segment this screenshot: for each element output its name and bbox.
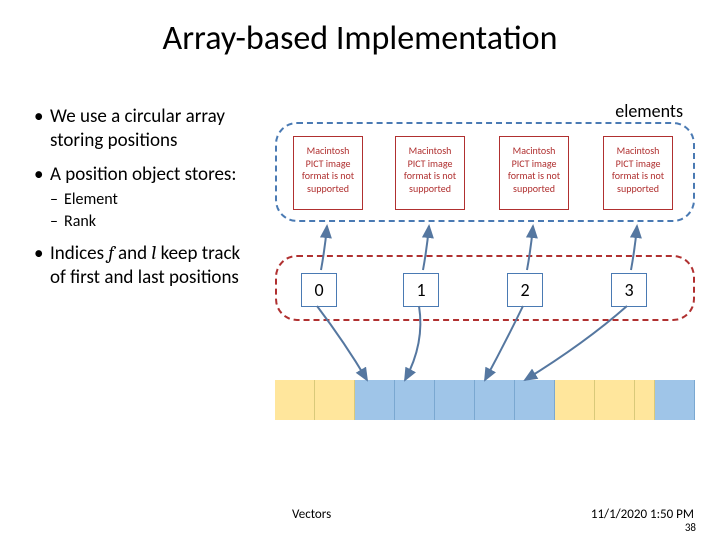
bullet-list: We use a circular array storing position… [34,105,259,300]
element-box: Macintosh PICT image format is not suppo… [603,136,673,210]
slide-title: Array-based Implementation [0,18,720,59]
position-box: 2 [507,273,543,307]
sub-item: Rank [50,212,259,232]
page-number: 38 [685,521,696,534]
bullet-item: Indices f and l keep track of first and … [34,242,259,290]
position-box: 1 [403,273,439,307]
bullet-item: A position object stores: Element Rank [34,163,259,233]
slide: Array-based Implementation We use a circ… [0,0,720,540]
array-cell [395,380,435,420]
elements-label: elements [615,100,683,122]
array-cell [655,380,695,420]
element-box: Macintosh PICT image format is not suppo… [499,136,569,210]
elements-group: Macintosh PICT image format is not suppo… [275,122,695,222]
array-cell [595,380,635,420]
diagram-area: elements Macintosh PICT image format is … [275,100,695,470]
array-cell [555,380,595,420]
array-cell [515,380,555,420]
array-cell [275,380,315,420]
footer-section-label: Vectors [292,507,331,522]
sub-item: Element [50,190,259,210]
position-index: 3 [624,274,633,306]
element-box: Macintosh PICT image format is not suppo… [293,136,363,210]
array-cell [475,380,515,420]
position-box: 0 [301,273,337,307]
footer-timestamp: 11/1/2020 1:50 PM [591,507,694,522]
bullet-item: We use a circular array storing position… [34,105,259,153]
array-strip [275,380,695,420]
array-cell [635,380,655,420]
array-cell [315,380,355,420]
array-cell [435,380,475,420]
position-index: 1 [416,274,425,306]
array-cell [355,380,395,420]
position-index: 0 [314,274,323,306]
position-index: 2 [520,274,529,306]
sub-list: Element Rank [50,190,259,232]
position-box: 3 [611,273,647,307]
element-box: Macintosh PICT image format is not suppo… [395,136,465,210]
positions-group: 0 1 2 3 [275,255,695,321]
